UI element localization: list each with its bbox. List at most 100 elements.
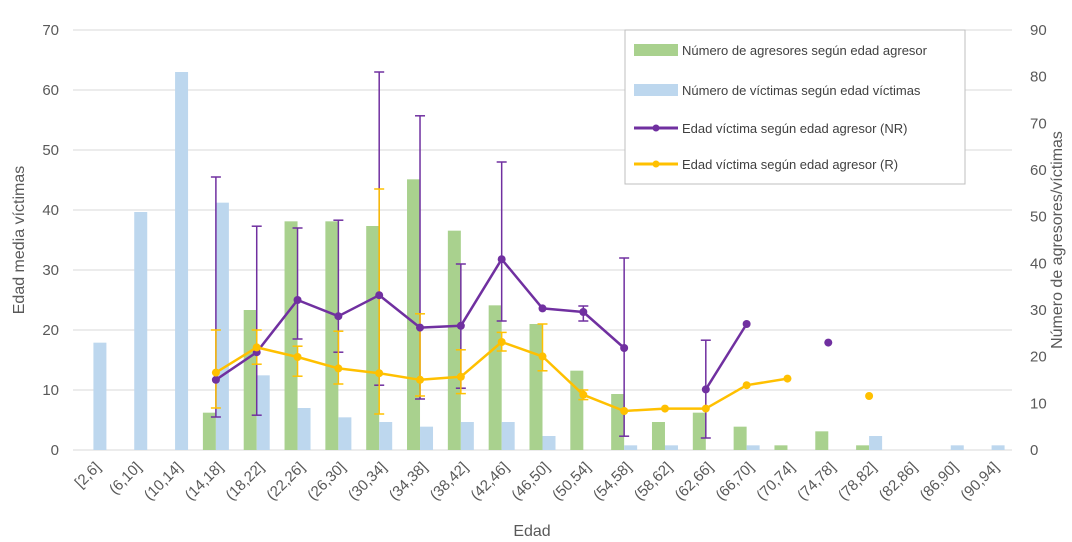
legend-label-r: Edad víctima según edad agresor (R)	[682, 157, 898, 172]
bar-victimas	[256, 375, 270, 450]
x-tick-label: (18,22]	[223, 459, 268, 504]
x-tick-label: (70,74]	[753, 459, 798, 504]
point-r	[701, 404, 710, 413]
point-r	[375, 369, 384, 378]
x-axis: [2,6] (6,10](10,14](14,18](18,22](22,26](…	[72, 459, 1003, 504]
bar-victimas	[134, 212, 148, 450]
bar-victimas	[991, 445, 1005, 450]
bar-victimas	[542, 436, 556, 450]
point-nr	[334, 312, 343, 321]
x-tick-label: (50,54]	[549, 459, 594, 504]
point-r	[783, 374, 792, 383]
bar-agresores	[284, 221, 298, 450]
legend-swatch-victimas	[634, 84, 678, 96]
x-tick-label: (86,90]	[917, 459, 962, 504]
point-nr	[375, 291, 384, 300]
point-r	[211, 368, 220, 377]
bar-agresores	[366, 226, 380, 450]
y-right-tick-label: 10	[1030, 395, 1047, 412]
point-r	[456, 372, 465, 381]
point-r	[742, 381, 751, 390]
bar-victimas	[420, 426, 434, 450]
bar-victimas	[501, 422, 515, 450]
point-nr	[579, 308, 588, 316]
bar-victimas	[338, 417, 352, 450]
x-tick-label: (14,18]	[182, 459, 227, 504]
point-r	[252, 343, 261, 352]
bar-agresores	[488, 305, 502, 450]
x-tick-label: (46,50]	[508, 459, 553, 504]
bar-victimas	[460, 422, 474, 450]
y-left-tick-label: 50	[42, 142, 59, 159]
x-tick-label: (30,34]	[345, 459, 390, 504]
x-tick-label: (22,26]	[263, 459, 308, 504]
y-right-tick-label: 0	[1030, 442, 1038, 459]
x-tick-label: (54,58]	[590, 459, 635, 504]
point-nr	[416, 323, 425, 332]
bar-victimas	[950, 445, 964, 450]
point-nr	[701, 385, 710, 394]
y-right-tick-label: 20	[1030, 349, 1047, 366]
x-tick-label: (82,86]	[876, 459, 921, 504]
lines	[211, 255, 874, 415]
point-r	[416, 375, 425, 384]
x-tick-label: (34,38]	[386, 459, 431, 504]
x-tick-label: (58,62]	[631, 459, 676, 504]
bar-agresores	[447, 230, 461, 450]
x-tick-label: (42,46]	[467, 459, 512, 504]
y-left-tick-label: 20	[42, 322, 59, 339]
y-left-tick-label: 30	[42, 262, 59, 279]
bar-victimas	[869, 436, 883, 450]
y-axis-left-title: Edad media víctimas	[11, 166, 28, 315]
bar-agresores	[529, 324, 543, 450]
bar-victimas	[297, 408, 311, 450]
y-axis-left: 0 10 20 30 40 50 60 70	[42, 22, 59, 459]
y-left-tick-label: 70	[42, 22, 59, 39]
point-nr	[497, 255, 506, 264]
x-tick-label: (10,14]	[141, 459, 186, 504]
bar-agresores	[815, 431, 829, 450]
bar-victimas	[379, 422, 393, 450]
legend-marker-r	[652, 160, 660, 168]
y-right-tick-label: 80	[1030, 69, 1047, 86]
bar-agresores	[651, 422, 665, 450]
bar-victimas	[175, 72, 189, 450]
x-tick-label: (74,78]	[794, 459, 839, 504]
legend-marker-nr	[652, 124, 660, 132]
bar-agresores	[774, 445, 788, 450]
point-r	[620, 407, 629, 415]
point-r	[660, 404, 669, 413]
bar-victimas	[624, 445, 638, 450]
legend-label-victimas: Número de víctimas según edad víctimas	[682, 83, 921, 98]
bar-agresores	[243, 310, 257, 450]
point-r	[293, 353, 302, 361]
line-nr	[704, 323, 748, 391]
bar-agresores	[570, 370, 584, 450]
bar-agresores	[733, 426, 747, 450]
x-tick-label: (26,30]	[304, 459, 349, 504]
y-left-tick-label: 60	[42, 82, 59, 99]
point-nr	[742, 320, 751, 328]
point-nr	[456, 321, 465, 330]
bar-agresores	[856, 445, 870, 450]
point-nr	[211, 375, 220, 384]
point-r	[334, 364, 343, 373]
bar-agresores	[325, 221, 339, 450]
point-r	[579, 390, 588, 399]
point-r	[497, 338, 506, 346]
x-tick-label: (90,94]	[957, 459, 1002, 504]
bar-agresores	[407, 179, 421, 451]
legend-label-nr: Edad víctima según edad agresor (NR)	[682, 121, 907, 136]
x-tick-label: (38,42]	[427, 459, 472, 504]
y-right-tick-label: 90	[1030, 22, 1047, 39]
bar-agresores	[692, 412, 706, 450]
y-right-tick-label: 50	[1030, 209, 1047, 226]
y-right-tick-label: 40	[1030, 255, 1047, 272]
y-right-tick-label: 70	[1030, 115, 1047, 132]
bar-agresores	[611, 394, 625, 450]
y-left-tick-label: 0	[51, 442, 59, 459]
legend-swatch-agresores	[634, 44, 678, 56]
legend-label-agresores: Número de agresores según edad agresor	[682, 43, 928, 58]
point-r	[865, 392, 874, 400]
